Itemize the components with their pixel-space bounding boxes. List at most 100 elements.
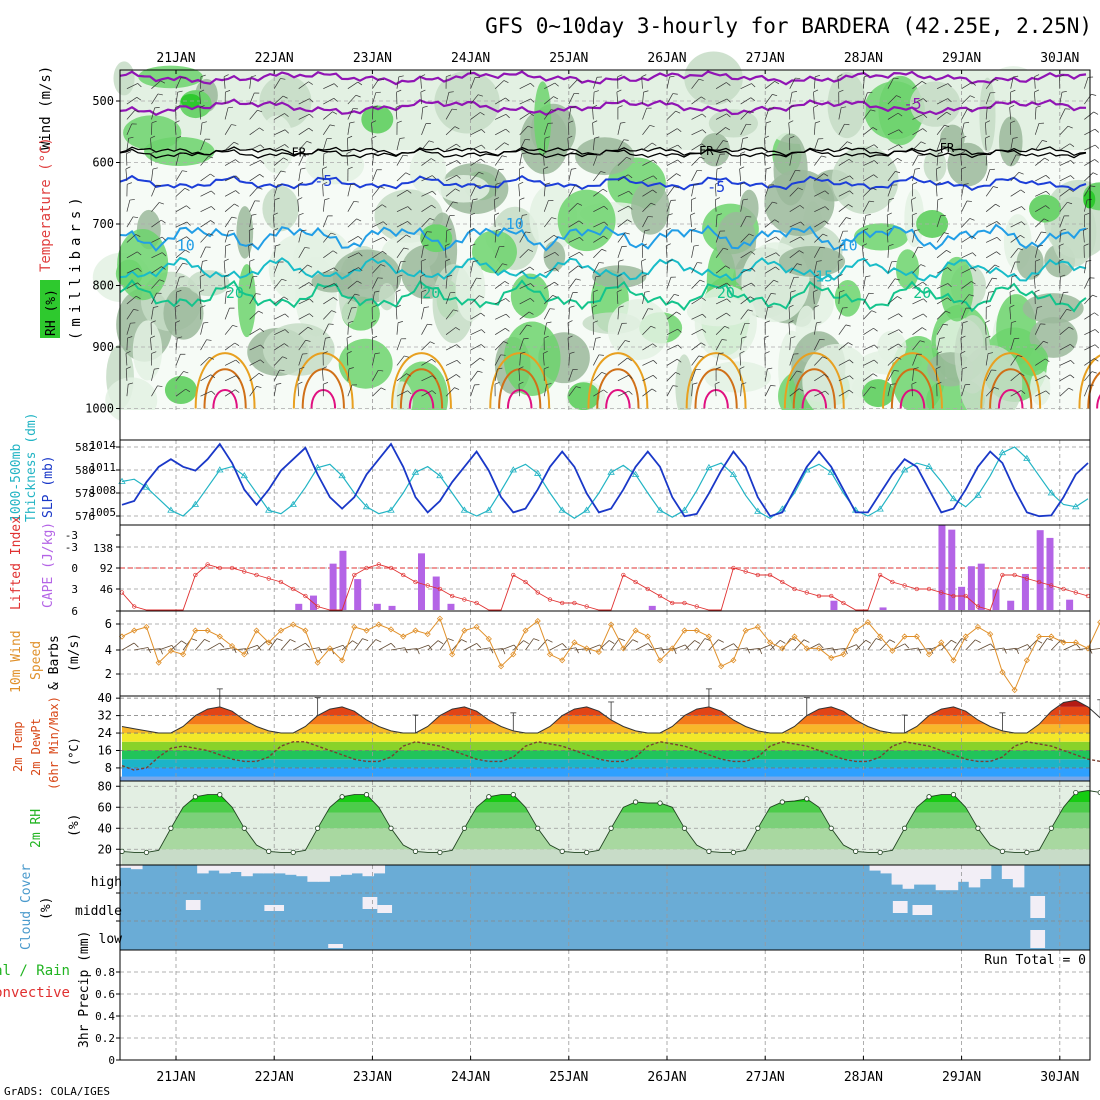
rh-point	[1048, 825, 1054, 831]
upper-wind-barbs	[125, 74, 1100, 397]
wind-speed-point	[290, 621, 297, 628]
thickness-point	[656, 506, 664, 513]
rh-point	[779, 799, 785, 805]
wind-speed-point	[1072, 639, 1079, 646]
wind-speed-point	[387, 626, 395, 633]
lifted-index-point	[547, 597, 553, 602]
cloud-high-bar	[230, 865, 242, 872]
precip-y-tick: 0.4	[95, 1010, 115, 1023]
rh-point	[388, 825, 394, 831]
lifted-index-tick: 0	[71, 562, 78, 575]
thickness-point	[1047, 489, 1056, 496]
cape-bar	[967, 566, 975, 610]
day-label-top: 28JAN	[844, 51, 883, 66]
wind-speed-point	[424, 631, 431, 638]
rh-point	[437, 849, 443, 856]
day-label-bottom: 24JAN	[451, 1070, 490, 1085]
cape-bar	[977, 563, 985, 610]
wind-barb	[170, 640, 182, 651]
wind-barb	[525, 638, 534, 651]
isotherm-label: 10	[177, 237, 195, 255]
wind-barb	[684, 640, 695, 651]
day-label-top: 21JAN	[156, 51, 195, 66]
day-label-bottom: 22JAN	[255, 1070, 294, 1085]
wind-barb	[977, 643, 991, 651]
wind-speed-point	[339, 657, 346, 664]
wind-speed-point	[375, 621, 382, 628]
rh-point	[950, 792, 957, 798]
lifted-index-point	[743, 569, 748, 574]
wind-speed-point	[718, 663, 725, 670]
rh-point	[608, 825, 614, 831]
cloud-patch	[1030, 930, 1046, 948]
cape-bar	[373, 603, 381, 610]
day-label-bottom: 27JAN	[746, 1070, 785, 1085]
thickness-tick: 582	[75, 441, 95, 454]
wind-barb	[757, 644, 771, 651]
rh-point	[143, 849, 150, 856]
rh-point	[486, 794, 492, 800]
lifted-index-point	[731, 565, 736, 571]
slp-axis-thickness-a: 1000-500mb	[9, 444, 24, 522]
wind-barb	[965, 639, 976, 651]
wind-speed-point	[302, 627, 309, 634]
wind-speed-point	[155, 659, 162, 666]
isotherm-label: 20	[226, 284, 244, 302]
day-labels-bottom: 21JAN 22JAN 23JAN 24JAN 25JAN 26JAN 27JAN 28JAN…	[156, 1056, 1079, 1085]
wind-y-tick: 2	[105, 667, 112, 681]
isotherm-label: -5	[314, 172, 332, 190]
lifted-index-point	[205, 562, 210, 567]
temp2m-panel: 2m Temp 2m DewPt (6hr Min/Max) (°C) 40 32…	[11, 688, 1100, 790]
lifted-index-point	[975, 604, 981, 609]
cape-bar	[948, 529, 956, 610]
wind-speed-point	[180, 651, 187, 658]
lifted-index-point	[584, 604, 589, 609]
day-label-top: 25JAN	[549, 51, 588, 66]
lifted-index-point	[804, 590, 809, 595]
wind-speed-point	[131, 627, 138, 634]
wind-barb	[610, 638, 620, 651]
wind-speed-point	[192, 627, 199, 634]
precip-y-tick: 0.8	[95, 966, 115, 979]
wind-speed-point	[877, 633, 884, 640]
thickness-tick: 580	[75, 464, 95, 477]
lifted-index-point	[364, 565, 369, 571]
thickness-point	[1023, 454, 1031, 461]
wind-barb	[843, 644, 857, 651]
rh-point	[559, 848, 565, 854]
rh-point	[828, 825, 834, 831]
cloud-high-bar	[351, 865, 363, 874]
day-label-bottom: 30JAN	[1040, 1070, 1079, 1085]
lifted-index-point	[1073, 590, 1078, 595]
thickness-point	[338, 471, 346, 479]
wind-axis-c: & Barbs	[47, 635, 62, 690]
day-label-top: 29JAN	[942, 51, 981, 66]
slp-thickness-panel: 1000-500mb Thickness (dm) SLP (mb) 582 58…	[9, 412, 1091, 526]
precip-run-total: Run Total = 0	[984, 953, 1086, 968]
wind-barb	[537, 639, 548, 651]
wind-speed-point	[791, 633, 798, 640]
wind-barb	[855, 639, 867, 651]
cloud-high-bar	[307, 865, 319, 882]
lifted-index-point	[621, 572, 626, 578]
lifted-index-point	[474, 600, 479, 606]
profile-axis-wind: Wind (m/s)	[38, 66, 54, 150]
dewpoint-line	[121, 741, 1100, 771]
cloud-high-bar	[913, 865, 926, 885]
cloud-high-bar	[219, 865, 231, 874]
cloud-high-bar	[902, 865, 915, 889]
slp-axis-slp: SLP (mb)	[41, 455, 56, 518]
wind-speed-point	[779, 645, 786, 652]
rh-point	[755, 825, 761, 831]
lifted-index-point	[278, 579, 284, 585]
slp-line	[121, 442, 1089, 518]
wind-barb	[280, 639, 291, 651]
temp-axis-c: (6hr Min/Max)	[47, 696, 61, 790]
thickness-point	[680, 506, 689, 513]
lifted-index-point	[645, 586, 650, 592]
wind-speed-point	[485, 635, 492, 642]
wind-speed-point	[901, 633, 908, 640]
wind-barb	[390, 647, 405, 651]
slp-axis-thickness-b: Thickness (dm)	[24, 412, 39, 522]
